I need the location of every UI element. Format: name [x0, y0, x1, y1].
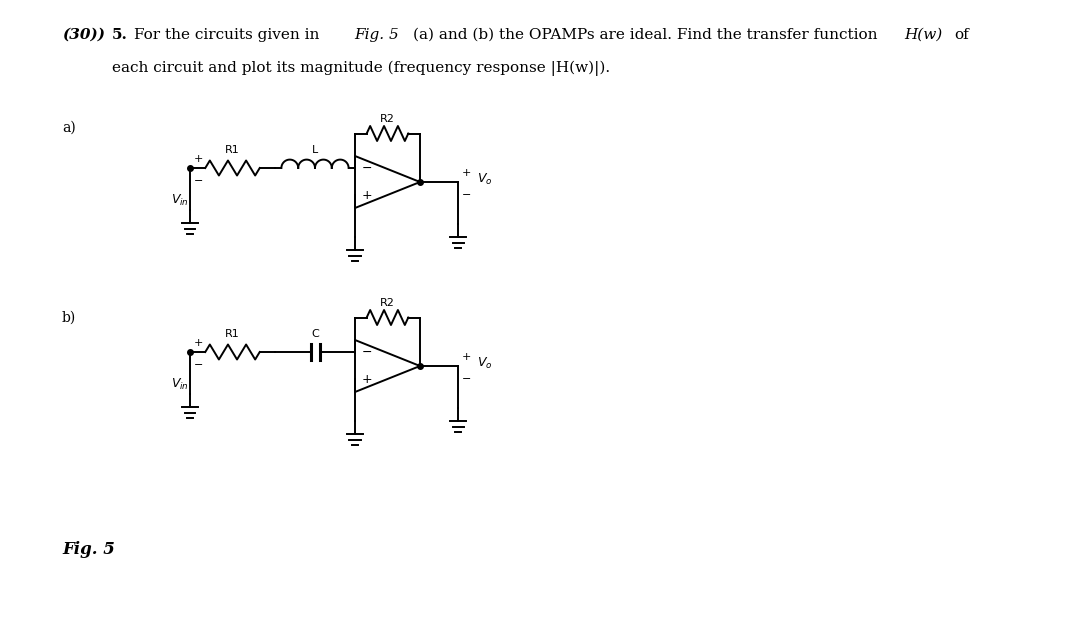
Text: (30)): (30)): [62, 28, 105, 42]
Text: R2: R2: [380, 298, 395, 307]
Text: +: +: [462, 168, 471, 178]
Text: $V_{in}$: $V_{in}$: [171, 377, 189, 392]
Text: Fig. 5: Fig. 5: [62, 541, 114, 559]
Text: +: +: [362, 374, 373, 387]
Text: For the circuits given in: For the circuits given in: [134, 28, 320, 42]
Text: $V_o$: $V_o$: [477, 355, 492, 371]
Text: −: −: [462, 374, 471, 384]
Text: R1: R1: [225, 145, 240, 155]
Text: a): a): [62, 121, 76, 135]
Text: +: +: [462, 352, 471, 362]
Text: R2: R2: [380, 113, 395, 124]
Text: +: +: [194, 338, 203, 348]
Text: $V_o$: $V_o$: [477, 172, 492, 186]
Text: H(w): H(w): [904, 28, 942, 42]
Text: each circuit and plot its magnitude (frequency response |H(w)|).: each circuit and plot its magnitude (fre…: [112, 60, 610, 76]
Text: 5.: 5.: [112, 28, 127, 42]
Text: C: C: [311, 329, 319, 339]
Text: −: −: [362, 346, 373, 358]
Text: (a) and (b) the OPAMPs are ideal. Find the transfer function: (a) and (b) the OPAMPs are ideal. Find t…: [413, 28, 877, 42]
Text: R1: R1: [225, 329, 240, 339]
Text: +: +: [194, 154, 203, 164]
Text: −: −: [194, 176, 203, 186]
Text: L: L: [312, 145, 319, 155]
Text: −: −: [362, 161, 373, 175]
Text: −: −: [462, 190, 471, 200]
Text: of: of: [954, 28, 969, 42]
Text: $V_{in}$: $V_{in}$: [171, 193, 189, 208]
Text: Fig. 5: Fig. 5: [354, 28, 399, 42]
Text: b): b): [62, 311, 77, 325]
Text: −: −: [194, 360, 203, 370]
Text: +: +: [362, 189, 373, 202]
